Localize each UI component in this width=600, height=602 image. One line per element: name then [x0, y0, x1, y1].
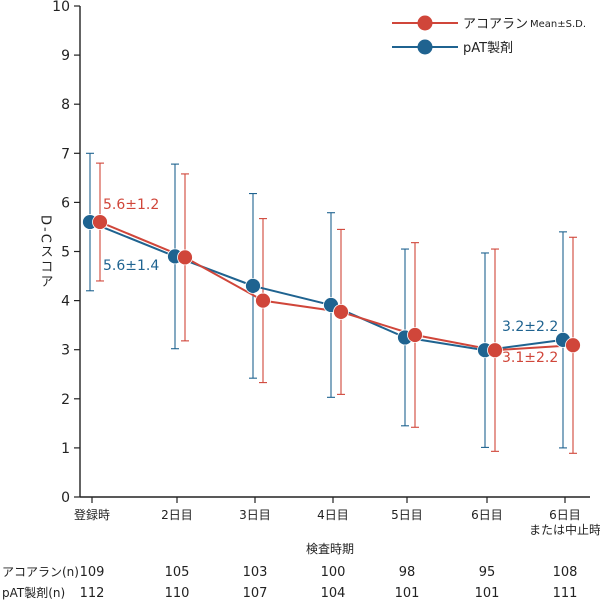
n-table-cell: 98	[399, 565, 416, 580]
x-tick-label: 2日目	[161, 508, 193, 522]
annotation-label: 5.6±1.4	[103, 258, 159, 274]
annotation-label: 3.1±2.2	[502, 350, 558, 366]
n-table-cell: 95	[479, 565, 496, 580]
n-table-cell: 107	[243, 586, 268, 601]
legend-marker	[417, 39, 433, 55]
y-tick-label: 0	[61, 490, 70, 506]
n-table-cell: 103	[243, 565, 268, 580]
annotation-label: 3.2±2.2	[502, 319, 558, 335]
data-point	[92, 214, 108, 230]
y-tick-label: 5	[61, 245, 70, 261]
x-tick-label: 6日目または中止時	[529, 508, 600, 537]
y-tick-label: 7	[61, 146, 70, 162]
y-tick-label: 4	[61, 294, 70, 310]
n-table: アコアラン(n) 109 105 103 100 98 95 108 pAT製剤(n) 112 11…	[2, 565, 577, 601]
y-tick-label: 10	[52, 0, 70, 15]
annotation-label: 5.6±1.2	[103, 197, 159, 213]
n-table-cell: 100	[321, 565, 346, 580]
data-point	[255, 292, 271, 309]
y-axis-label: D-Cスコア	[38, 215, 53, 290]
x-axis-label: 検査時期	[306, 542, 354, 556]
n-table-row-label: pAT製剤(n)	[2, 585, 65, 600]
n-table-cell: 111	[553, 586, 578, 601]
legend: アコアラン pAT製剤 Mean±S.D.	[392, 15, 586, 56]
legend-note: Mean±S.D.	[530, 19, 586, 30]
y-tick-label: 6	[61, 195, 70, 211]
n-table-cell: 109	[80, 565, 105, 580]
data-point	[565, 337, 581, 354]
annotations: 5.6±1.2 5.6±1.4 3.2±2.2 3.1±2.2	[103, 197, 558, 366]
n-table-cell: 101	[395, 586, 420, 601]
y-tick-label: 1	[61, 441, 70, 457]
x-tick-label: 5日目	[391, 508, 423, 522]
series-line	[89, 221, 564, 352]
legend-label: アコアラン	[463, 17, 528, 32]
n-table-cell: 110	[165, 586, 190, 601]
n-table-row-label: アコアラン(n)	[2, 565, 79, 579]
data-point	[245, 277, 261, 294]
data-point	[407, 327, 423, 343]
legend-marker	[417, 15, 433, 31]
n-table-cell: 101	[475, 586, 500, 601]
series-points	[82, 214, 581, 359]
n-table-cell: 105	[165, 565, 190, 580]
data-point	[333, 303, 349, 320]
x-tick-label: 4日目	[317, 508, 349, 522]
data-point	[487, 342, 503, 359]
data-point	[177, 249, 193, 266]
y-tick-label: 8	[61, 97, 70, 113]
n-table-cell: 104	[321, 586, 346, 601]
x-tick-label: 3日目	[239, 508, 271, 522]
y-tick-label: 3	[61, 343, 70, 359]
y-tick-label: 2	[61, 392, 70, 408]
x-tick-label: 登録時	[74, 507, 110, 522]
x-tick-label: 6日目	[471, 508, 503, 522]
n-table-cell: 112	[80, 586, 105, 601]
n-table-cell: 108	[553, 565, 578, 580]
legend-label: pAT製剤	[463, 40, 513, 56]
y-tick-label: 9	[61, 48, 70, 64]
